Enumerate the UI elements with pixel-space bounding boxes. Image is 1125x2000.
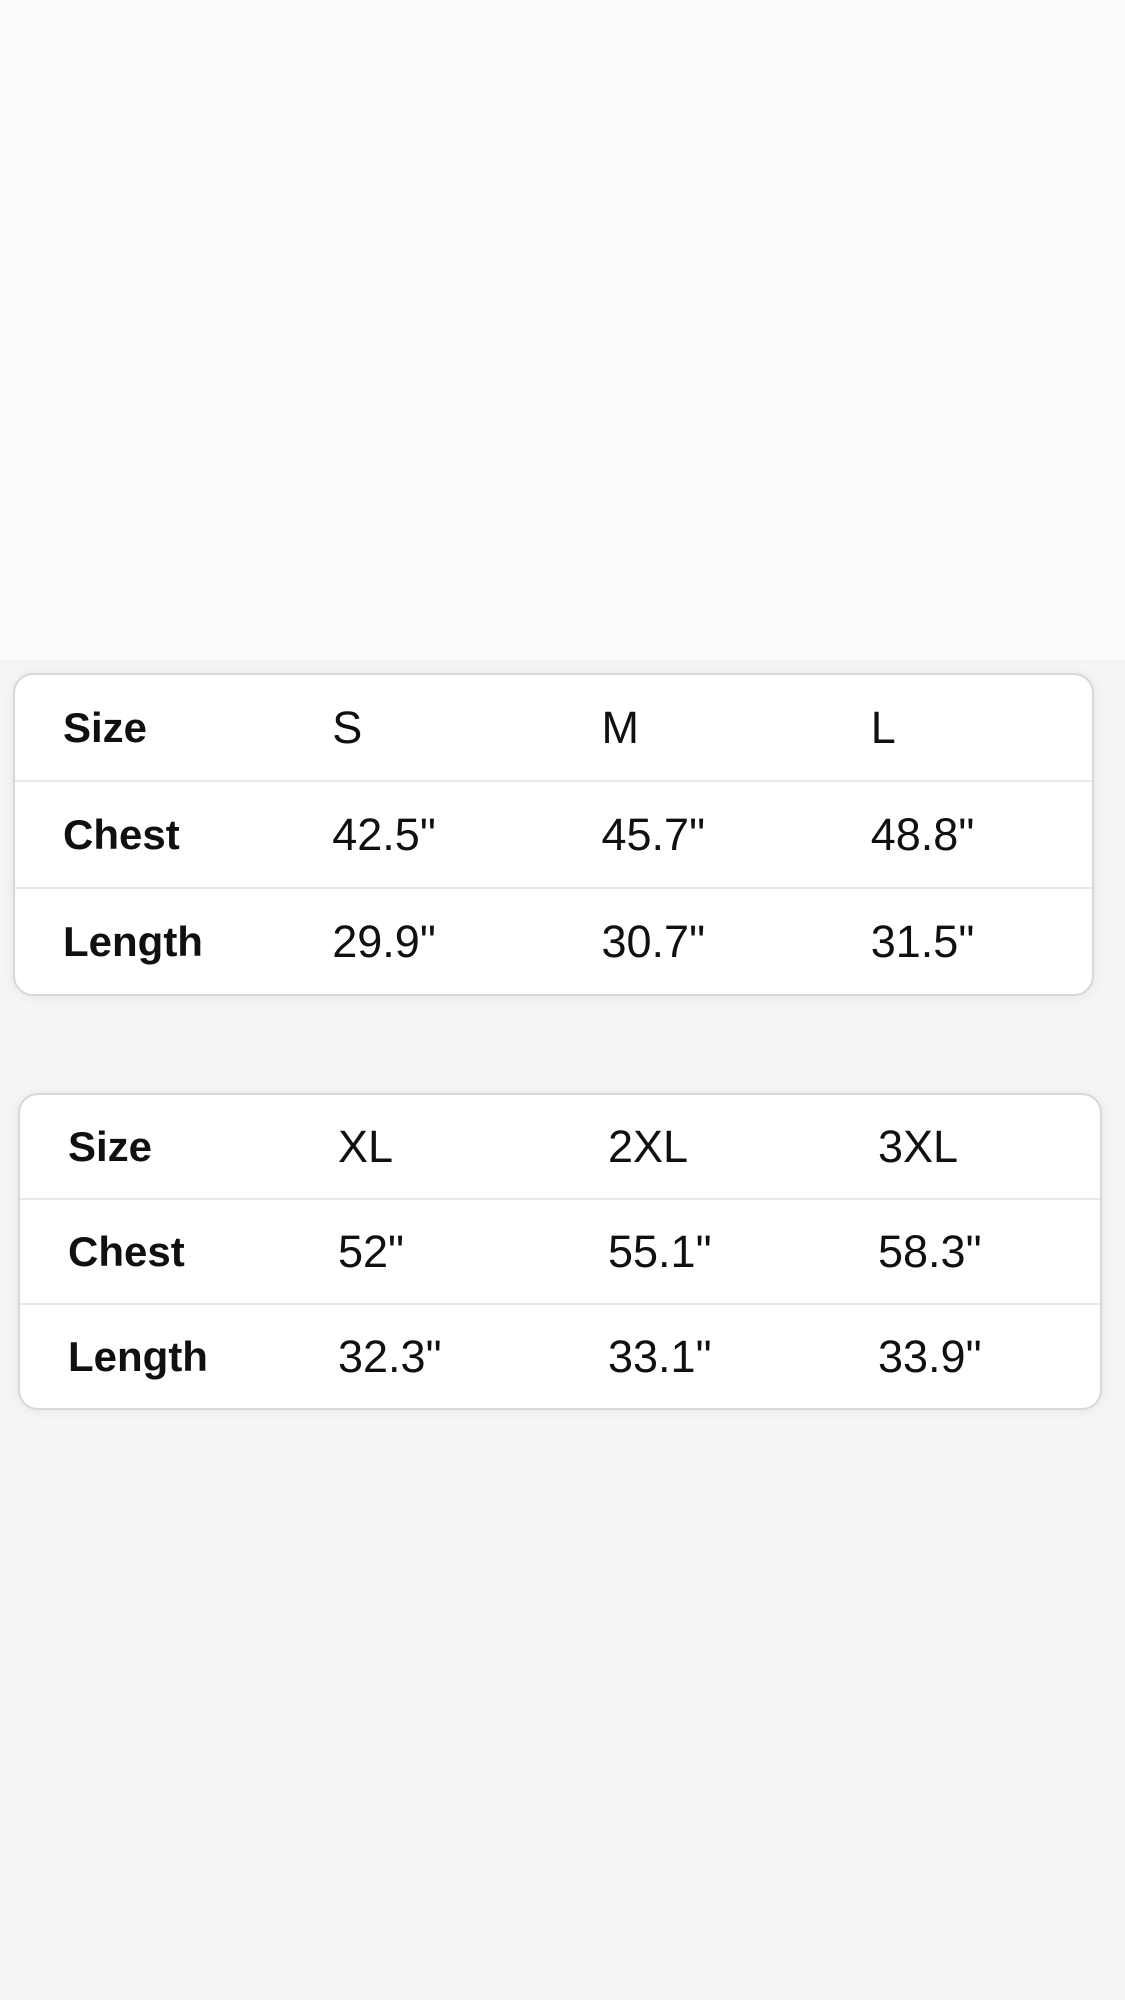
chest-value-xl: 52" (338, 1225, 405, 1277)
table-row-length: Length 32.3" 33.1" 33.9" (20, 1305, 1100, 1408)
row-label-length: Length (63, 917, 203, 965)
header-col-m: M (601, 701, 640, 753)
page-top-spacer (0, 0, 1125, 660)
row-label-chest: Chest (68, 1227, 185, 1275)
size-chart-section: Size S M L Chest 42.5" 45.7" 48.8" Lengt… (0, 660, 1125, 2000)
length-value-xl: 32.3" (338, 1330, 442, 1382)
table-row-chest: Chest 52" 55.1" 58.3" (20, 1200, 1100, 1305)
row-label-length: Length (68, 1332, 208, 1380)
row-label-chest: Chest (63, 810, 180, 858)
header-label-size: Size (68, 1122, 153, 1170)
length-value-l: 31.5" (870, 915, 975, 967)
table-header-row: Size S M L (15, 675, 1092, 782)
length-value-s: 29.9" (332, 915, 436, 967)
length-value-3xl: 33.9" (878, 1330, 982, 1382)
size-table-card-sml: Size S M L Chest 42.5" 45.7" 48.8" Lengt… (13, 673, 1094, 996)
header-col-3xl: 3XL (878, 1120, 959, 1172)
chest-value-m: 45.7" (601, 808, 706, 860)
header-label-size: Size (63, 703, 148, 751)
header-col-2xl: 2XL (608, 1120, 689, 1172)
chest-value-2xl: 55.1" (608, 1225, 712, 1277)
header-col-s: S (332, 701, 363, 753)
header-col-l: L (870, 701, 896, 753)
table-row-length: Length 29.9" 30.7" 31.5" (15, 889, 1092, 994)
table-row-chest: Chest 42.5" 45.7" 48.8" (15, 782, 1092, 889)
chest-value-l: 48.8" (870, 808, 975, 860)
length-value-m: 30.7" (601, 915, 706, 967)
chest-value-s: 42.5" (332, 808, 436, 860)
chest-value-3xl: 58.3" (878, 1225, 982, 1277)
header-col-xl: XL (338, 1120, 394, 1172)
length-value-2xl: 33.1" (608, 1330, 712, 1382)
size-table-card-xl: Size XL 2XL 3XL Chest 52" 55.1" 58.3" Le… (18, 1093, 1102, 1410)
table-header-row: Size XL 2XL 3XL (20, 1095, 1100, 1200)
